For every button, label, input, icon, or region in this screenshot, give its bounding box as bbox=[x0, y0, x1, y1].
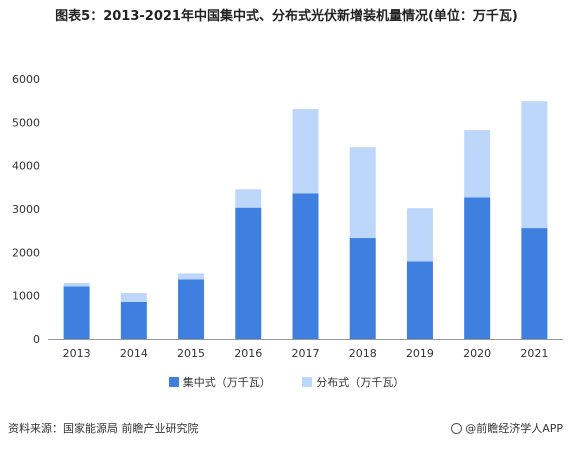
bar-distributed-2021 bbox=[521, 101, 548, 229]
x-tick-label: 2014 bbox=[120, 347, 148, 360]
x-tick-label: 2018 bbox=[349, 347, 377, 360]
y-tick-label: 0 bbox=[33, 333, 40, 346]
y-tick-label: 4000 bbox=[12, 160, 40, 173]
x-tick-label: 2013 bbox=[63, 347, 91, 360]
legend-item-distributed: 分布式（万千瓦） bbox=[302, 374, 404, 390]
y-axis: 0 1000 2000 3000 4000 5000 6000 bbox=[12, 73, 40, 346]
bar-distributed-2017 bbox=[292, 109, 319, 194]
y-tick-label: 5000 bbox=[12, 116, 40, 129]
bar-distributed-2019 bbox=[406, 208, 433, 262]
bar-distributed-2016 bbox=[235, 189, 262, 208]
x-tick-label: 2016 bbox=[234, 347, 262, 360]
y-tick-label: 3000 bbox=[12, 203, 40, 216]
bar-centralized-2018 bbox=[349, 238, 376, 339]
bar-distributed-2015 bbox=[178, 273, 205, 280]
bar-distributed-2014 bbox=[120, 293, 147, 302]
x-tick-label: 2015 bbox=[177, 347, 205, 360]
bar-centralized-2015 bbox=[178, 279, 205, 339]
x-tick-label: 2017 bbox=[292, 347, 320, 360]
x-tick-label: 2020 bbox=[463, 347, 491, 360]
bar-centralized-2019 bbox=[406, 261, 433, 339]
legend-swatch-distributed bbox=[302, 377, 313, 387]
brand-text: @前瞻经济学人APP bbox=[465, 422, 563, 435]
y-tick-label: 6000 bbox=[12, 73, 40, 86]
y-tick-label: 1000 bbox=[12, 290, 40, 303]
bar-distributed-2018 bbox=[349, 147, 376, 239]
bar-centralized-2016 bbox=[235, 207, 262, 339]
bar-centralized-2014 bbox=[120, 301, 147, 339]
brand-credit: @前瞻经济学人APP bbox=[451, 420, 563, 436]
legend-label-distributed: 分布式（万千瓦） bbox=[316, 376, 405, 389]
x-tick-label: 2019 bbox=[406, 347, 434, 360]
bars bbox=[63, 101, 548, 339]
chart-title: 图表5：2013-2021年中国集中式、分布式光伏新增装机量情况(单位：万千瓦) bbox=[55, 9, 518, 24]
bar-centralized-2013 bbox=[63, 286, 90, 339]
source-note: 资料来源：国家能源局 前瞻产业研究院 bbox=[8, 422, 199, 435]
legend-item-centralized: 集中式（万千瓦） bbox=[168, 374, 271, 390]
brand-logo-icon bbox=[451, 422, 463, 434]
legend-swatch-centralized bbox=[168, 377, 179, 387]
y-tick-label: 2000 bbox=[12, 246, 40, 259]
bar-distributed-2013 bbox=[63, 283, 90, 287]
bar-centralized-2017 bbox=[292, 193, 319, 339]
x-axis: 2013 2014 2015 2016 2017 2018 2019 2020 2021 bbox=[48, 339, 563, 360]
bar-centralized-2021 bbox=[521, 228, 548, 339]
bar-centralized-2020 bbox=[464, 197, 491, 339]
legend-label-centralized: 集中式（万千瓦） bbox=[182, 376, 271, 389]
x-tick-label: 2021 bbox=[520, 347, 548, 360]
legend: 集中式（万千瓦） 分布式（万千瓦） bbox=[0, 374, 573, 390]
bar-distributed-2020 bbox=[464, 130, 491, 198]
